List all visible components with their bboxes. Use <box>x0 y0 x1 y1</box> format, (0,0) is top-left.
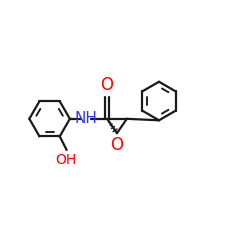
Text: O: O <box>110 136 124 154</box>
Text: NH: NH <box>74 111 98 126</box>
Text: OH: OH <box>55 153 76 167</box>
Text: O: O <box>100 76 114 94</box>
